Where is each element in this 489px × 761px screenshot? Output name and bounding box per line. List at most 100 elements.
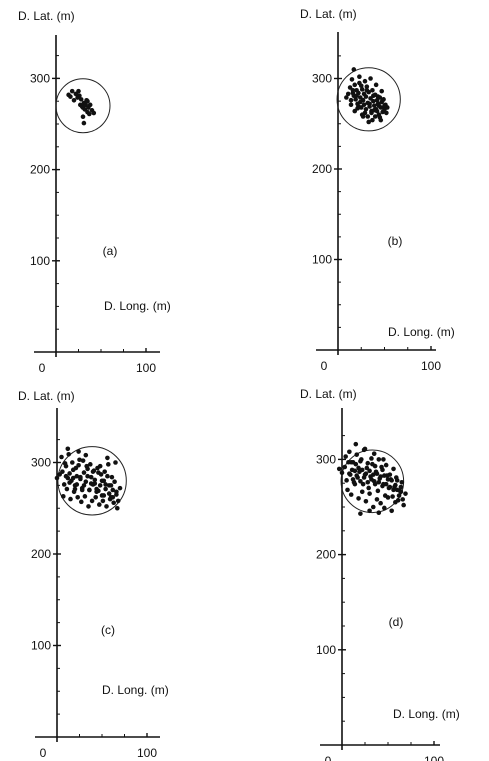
panel-d-point (352, 481, 358, 487)
panel-d-point (365, 460, 371, 466)
panel-c-point (106, 491, 112, 496)
panel-d-point (367, 508, 372, 514)
panel-b-point (371, 103, 377, 108)
panel-b-point (373, 82, 379, 88)
panel-d-point (354, 452, 360, 457)
panel-d-point (390, 494, 395, 499)
panel-c-point (70, 475, 76, 481)
panel-d-point (403, 491, 408, 496)
panel-b-point (370, 87, 375, 93)
panel-b-point (376, 103, 382, 108)
panel-d-point (364, 465, 370, 471)
panel-d-point (345, 487, 350, 493)
panel-c-point (115, 498, 121, 504)
panel-d-point (352, 468, 358, 474)
panel-d-point (387, 484, 393, 490)
panel-c-point (72, 486, 78, 492)
panel-b-point (358, 83, 364, 89)
panel-d-x-tick-label: 0 (325, 754, 332, 761)
panel-c-point (92, 477, 98, 483)
panel-b-point (348, 102, 354, 108)
panel-c-point (102, 469, 107, 474)
panel-b-y-tick-label: 200 (312, 162, 332, 176)
panel-c-y-tick-label: 300 (31, 456, 51, 470)
panel-c-point (109, 474, 115, 480)
panel-b-point (363, 106, 369, 112)
panel-d-point (391, 466, 396, 472)
panel-c-point (61, 482, 67, 487)
panel-d-y-axis-label: D. Lat. (m) (300, 387, 357, 401)
panel-c-circle (57, 446, 127, 516)
panel-c-point (89, 498, 95, 504)
panel-a-point (91, 110, 97, 116)
panel-c-point (99, 478, 105, 484)
panel-b-circle (336, 67, 401, 132)
panel-a-point (68, 94, 73, 99)
panel-a-circle (55, 78, 111, 134)
panel-b-point (372, 114, 378, 119)
panel-b-point (375, 94, 381, 99)
panel-d-point (370, 472, 376, 477)
panel-c-point (60, 469, 65, 474)
panel-b-point (363, 94, 369, 99)
panel-b-y-tick-label: 100 (312, 253, 332, 267)
panel-c-point (73, 465, 79, 471)
panel-d-point (381, 457, 386, 462)
panel-b-point (353, 97, 358, 102)
panel-b-point (377, 115, 383, 120)
panel-c-x-axis-label: D. Long. (m) (102, 683, 169, 697)
panel-b-point (345, 91, 351, 97)
panel-c-point (105, 455, 110, 461)
panel-c-point (64, 486, 70, 492)
panel-a-y-tick-label: 100 (30, 254, 50, 268)
panel-c-point (74, 482, 80, 487)
panel-b-point (354, 93, 359, 98)
panel-b-point (379, 88, 385, 94)
panel-a-point (80, 114, 86, 120)
panel-d-point (374, 471, 380, 476)
panel-c-point (97, 463, 103, 469)
panel-c-point (97, 502, 102, 507)
panel-d-point (348, 492, 354, 497)
panel-a-x-tick-label: 100 (136, 361, 156, 375)
panel-d-point (358, 511, 363, 516)
panel-c-point (87, 487, 92, 493)
panel-c-y-tick-label: 200 (31, 547, 51, 561)
panel-d-point (378, 500, 383, 506)
panel-c-point (101, 493, 107, 498)
panel-b-point (349, 77, 355, 82)
panel-b-point (358, 99, 363, 105)
panel-b-point (364, 87, 370, 93)
panel-c-point (59, 454, 64, 460)
panel-c-point (81, 470, 87, 475)
panel-b-point (359, 87, 365, 92)
panel-d-point (367, 491, 372, 496)
panel-c-point (77, 457, 82, 463)
panel-d-point (367, 468, 372, 474)
panel-c-point (54, 475, 60, 481)
panel-b-point (371, 107, 377, 113)
panel-d-point (394, 478, 400, 483)
panel-c-point (83, 452, 89, 458)
panel-a-point (87, 102, 93, 108)
panel-c-point (100, 498, 106, 504)
panel-d-point (374, 497, 380, 502)
panel-d-point (336, 466, 342, 472)
panel-d-point (398, 484, 404, 490)
panel-d-label: (d) (389, 615, 404, 629)
panel-b-point (350, 87, 356, 93)
panel-b-point (357, 74, 362, 79)
panel-d-point (347, 449, 352, 455)
panel-b-label: (b) (388, 234, 403, 248)
panel-d-point (385, 495, 391, 500)
panel-b-x-tick-label: 0 (321, 359, 328, 373)
panel-c-point (67, 480, 72, 485)
panel-d-x-axis-label: D. Long. (m) (393, 707, 460, 721)
panel-c-point (80, 458, 86, 463)
panel-a-point (76, 88, 81, 94)
panel-d-point (350, 477, 356, 482)
panel-b-point (361, 102, 367, 108)
panel-d-point (365, 479, 371, 485)
panel-d-point (385, 477, 391, 482)
